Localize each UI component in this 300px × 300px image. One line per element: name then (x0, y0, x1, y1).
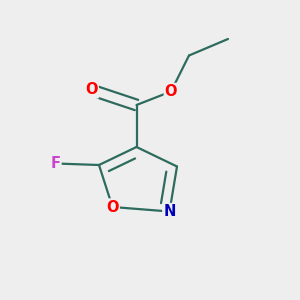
Text: N: N (163, 204, 176, 219)
Text: O: O (106, 200, 119, 214)
Text: O: O (165, 84, 177, 99)
Text: F: F (50, 156, 61, 171)
Text: O: O (85, 82, 98, 98)
